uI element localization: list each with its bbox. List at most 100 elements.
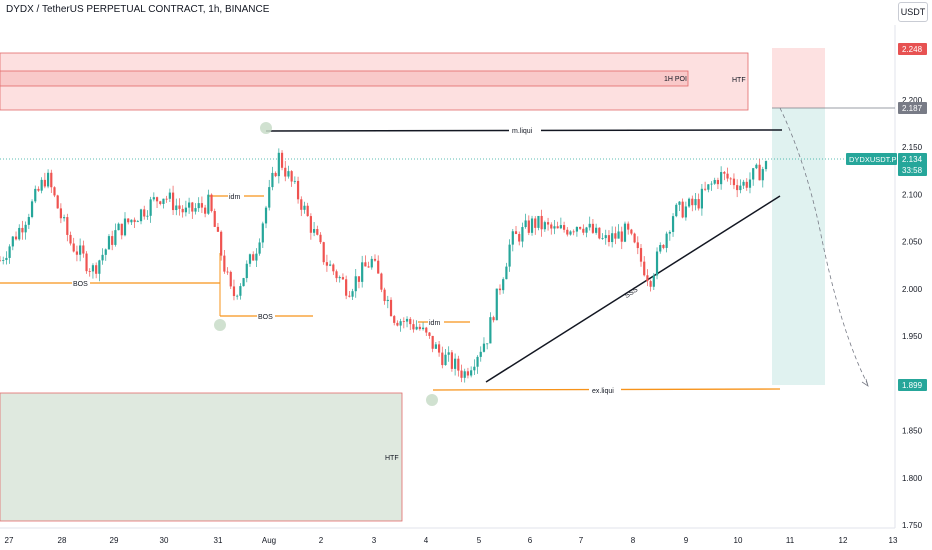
htf-demand-zone <box>0 392 403 522</box>
time-tick-label: 27 <box>5 536 14 545</box>
candle-body <box>393 316 396 323</box>
candle-body <box>386 299 389 302</box>
candle-body <box>53 187 56 196</box>
candle-body <box>588 223 591 228</box>
candle-body <box>37 188 40 191</box>
candle-body <box>207 194 210 214</box>
candle-body <box>136 221 139 223</box>
candle-body <box>168 192 171 199</box>
candle-body <box>492 317 495 321</box>
price-tick-label: 2.200 <box>902 96 923 105</box>
candle-body <box>383 289 386 302</box>
candle-body <box>329 264 332 266</box>
candle-body <box>550 224 553 229</box>
bos1-label: BOS <box>73 281 88 288</box>
candle-body <box>614 233 617 239</box>
candle-body <box>511 231 514 245</box>
candle-body <box>425 327 428 333</box>
candle-body <box>739 185 742 191</box>
tag-current: 2.134 <box>902 155 923 164</box>
candle-body <box>668 231 671 234</box>
candle-body <box>639 248 643 262</box>
candle-body <box>123 218 127 236</box>
candle-body <box>466 371 470 376</box>
candle-body <box>284 167 287 177</box>
candle-body <box>415 326 418 330</box>
candle-body <box>486 343 489 345</box>
candle-body <box>566 229 569 235</box>
price-tick-label: 1.800 <box>902 474 923 483</box>
candle-body <box>726 173 729 179</box>
candle-body <box>319 234 322 243</box>
candle-body <box>27 217 30 225</box>
candle-body <box>287 171 290 177</box>
projection-arrowhead <box>861 378 869 387</box>
candle-body <box>595 227 598 233</box>
candle-body <box>252 254 255 261</box>
candle-body <box>713 179 716 184</box>
tag-entry-bg <box>898 102 927 114</box>
candle-body <box>524 220 527 228</box>
candle-body <box>607 235 611 243</box>
candle-body <box>579 227 582 229</box>
candle-body <box>223 255 226 272</box>
candle-body <box>476 356 479 367</box>
candle-body <box>14 236 18 240</box>
candle-body <box>354 276 357 292</box>
candle-body <box>197 203 200 209</box>
candle-body <box>178 205 181 209</box>
htf-top-label: HTF <box>732 77 746 84</box>
candle-body <box>18 227 21 240</box>
time-tick-label: 3 <box>372 536 377 545</box>
candle-body <box>627 223 630 230</box>
candle-body <box>152 197 155 200</box>
time-tick-label: 31 <box>214 536 223 545</box>
time-tick-label: 2 <box>319 536 324 545</box>
currency-button[interactable]: USDT <box>898 2 928 22</box>
candle-body <box>341 277 345 280</box>
tag-countdown: 33:58 <box>902 166 923 175</box>
candle-body <box>325 262 329 266</box>
candle-body <box>69 234 72 244</box>
candle-body <box>59 208 62 219</box>
candle-body <box>245 263 248 279</box>
candle-body <box>271 172 274 188</box>
candle-body <box>101 254 104 261</box>
candle-body <box>729 178 732 180</box>
candle-body <box>412 324 415 330</box>
candle-body <box>377 260 380 274</box>
candle-body <box>530 218 534 233</box>
candle-body <box>748 179 752 188</box>
bos2-label: BOS <box>258 314 273 321</box>
candle-body <box>30 201 34 218</box>
candle-body <box>187 202 191 208</box>
price-tick-label: 2.100 <box>902 190 923 199</box>
candle-body <box>402 321 405 323</box>
candle-body <box>521 227 524 242</box>
candle-body <box>553 226 556 229</box>
candle-body <box>665 233 668 248</box>
candle-body <box>309 216 312 233</box>
candle-body <box>130 219 133 223</box>
candle-body <box>684 206 687 218</box>
candle-body <box>357 276 361 282</box>
time-tick-label: 29 <box>110 536 119 545</box>
candle-body <box>79 245 82 255</box>
candle-body <box>50 172 53 188</box>
candle-body <box>175 205 178 211</box>
candle-body <box>370 258 373 268</box>
candle-body <box>66 217 69 235</box>
idm1-label-bg <box>228 191 244 201</box>
candle-body <box>133 219 136 223</box>
candle-body <box>264 207 268 224</box>
candle-body <box>720 172 723 185</box>
time-tick-label: 30 <box>160 536 169 545</box>
idm1-label: idm <box>229 194 240 201</box>
candle-body <box>332 264 335 272</box>
tag-entry: 2.187 <box>902 104 923 113</box>
candle-body <box>482 343 486 352</box>
candle-body <box>662 244 665 248</box>
candle-body <box>636 242 639 249</box>
candle-body <box>236 295 239 297</box>
candle-body <box>700 188 703 209</box>
